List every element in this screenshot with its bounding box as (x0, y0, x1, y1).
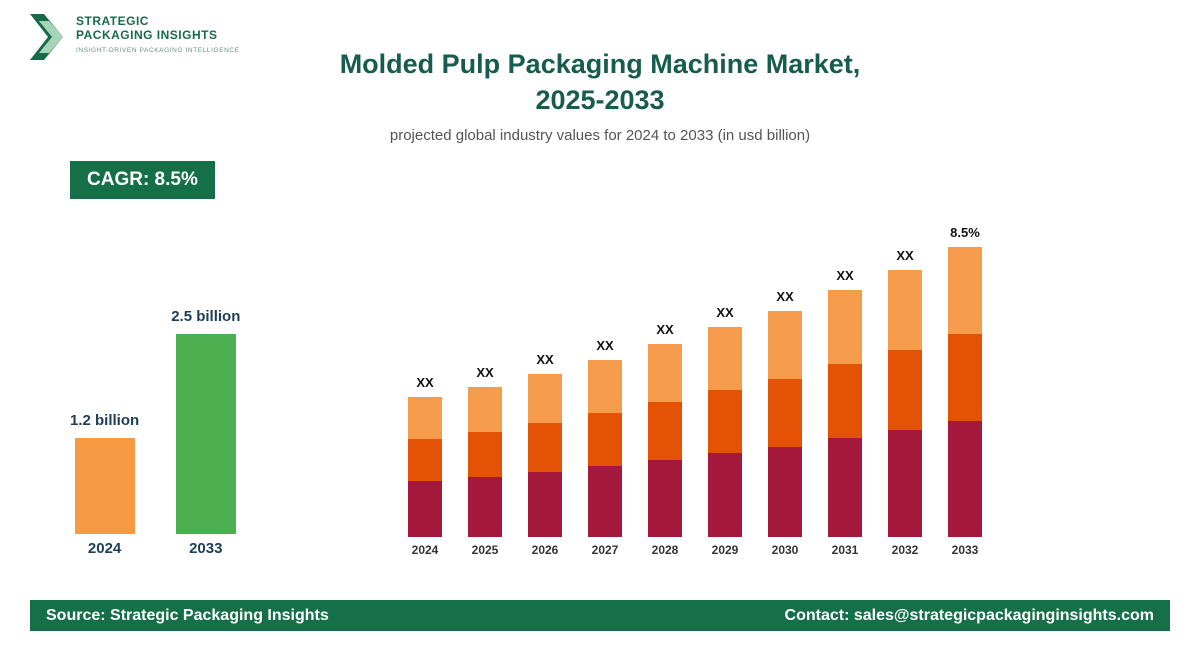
stacked-bar (528, 374, 562, 537)
stacked-bar-chart: XX 2024 XX 2025 XX 2026 XX 2027 XX 2028 XX 2029 XX 20… (408, 225, 982, 557)
bar-segment-top-segment (828, 290, 862, 364)
x-axis-label: 2027 (591, 543, 619, 557)
comparison-chart: 1.2 billion 2024 2.5 billion 2033 (70, 308, 240, 557)
bar (175, 334, 236, 534)
x-axis-label: 2033 (951, 543, 979, 557)
bar-segment-bottom-segment (588, 466, 622, 537)
stacked-bar (948, 247, 982, 537)
stacked-bar-group: 8.5% 2033 (948, 225, 982, 557)
bar-segment-bottom-segment (888, 430, 922, 537)
x-axis-label: 2032 (891, 543, 919, 557)
x-axis-label: 2033 (189, 540, 223, 557)
page-title-line1: Molded Pulp Packaging Machine Market, (339, 49, 861, 79)
bar-segment-middle-segment (888, 350, 922, 430)
bar-top-label: XX (836, 268, 854, 283)
bar-segment-top-segment (888, 270, 922, 350)
x-axis-label: 2031 (831, 543, 859, 557)
bar-top-label: XX (416, 375, 434, 390)
x-axis-label: 2025 (471, 543, 499, 557)
bar-top-label: XX (776, 289, 794, 304)
bar-segment-top-segment (768, 311, 802, 379)
cagr-badge: CAGR: 8.5% (70, 161, 215, 199)
bar-segment-middle-segment (588, 413, 622, 466)
bar-value-label: 1.2 billion (70, 412, 140, 429)
x-axis-label: 2024 (411, 543, 439, 557)
bar-segment-top-segment (528, 374, 562, 423)
bar-top-label: XX (656, 322, 674, 337)
stacked-bar (648, 344, 682, 537)
stacked-bar (708, 327, 742, 537)
chevron-logo-icon (30, 14, 68, 65)
stacked-bar-group: XX 2027 (588, 338, 622, 557)
bar-segment-bottom-segment (768, 447, 802, 537)
bar-segment-middle-segment (408, 439, 442, 481)
bar-top-label: XX (536, 352, 554, 367)
bar-segment-bottom-segment (528, 472, 562, 537)
x-axis-label: 2026 (531, 543, 559, 557)
brand-tagline: INSIGHT-DRIVEN PACKAGING INTELLIGENCE (76, 47, 240, 54)
brand-logo: STRATEGIC PACKAGING INSIGHTS INSIGHT-DRI… (30, 14, 240, 65)
brand-name-line2: PACKAGING INSIGHTS (76, 28, 218, 42)
stacked-bar-group: XX 2031 (828, 268, 862, 557)
header: Molded Pulp Packaging Machine Market, 20… (200, 46, 1000, 144)
stacked-bar-group: XX 2032 (888, 248, 922, 557)
bar-segment-middle-segment (468, 432, 502, 477)
bar-value-label: 2.5 billion (171, 308, 241, 325)
x-axis-label: 2024 (87, 540, 122, 557)
bar-segment-top-segment (588, 360, 622, 413)
bar-top-label: XX (896, 248, 914, 263)
stacked-bar-group: XX 2028 (648, 322, 682, 557)
bar-segment-middle-segment (948, 334, 982, 421)
stacked-bar (828, 290, 862, 537)
stacked-bar (588, 360, 622, 537)
bar-segment-middle-segment (828, 364, 862, 438)
comparison-chart-bars: 1.2 billion 2024 2.5 billion 2033 (70, 308, 240, 557)
stacked-bar-group: XX 2030 (768, 289, 802, 557)
stacked-bar (888, 270, 922, 537)
page-title-line2: 2025-2033 (535, 85, 665, 116)
x-axis-label: 2030 (771, 543, 799, 557)
footer-contact: Contact: sales@strategicpackaginginsight… (784, 606, 1154, 624)
stacked-bar (768, 311, 802, 537)
footer-source: Source: Strategic Packaging Insights (46, 606, 329, 624)
x-axis-label: 2028 (651, 543, 679, 557)
bar-top-label: XX (716, 305, 734, 320)
bar-segment-bottom-segment (708, 453, 742, 537)
bar-segment-top-segment (648, 344, 682, 402)
stacked-bar-group: XX 2025 (468, 365, 502, 557)
comparison-bar-group: 2.5 billion 2033 (171, 308, 240, 557)
stacked-bar-group: XX 2024 (408, 375, 442, 557)
bar-segment-bottom-segment (468, 477, 502, 537)
bar-segment-top-segment (708, 327, 742, 390)
bar (74, 438, 135, 534)
bar-top-label: XX (596, 338, 614, 353)
bar-segment-top-segment (948, 247, 982, 334)
bar-segment-top-segment (468, 387, 502, 432)
bar-top-label: 8.5% (950, 225, 980, 240)
brand-text: STRATEGIC PACKAGING INSIGHTS INSIGHT-DRI… (76, 14, 240, 54)
bar-segment-top-segment (408, 397, 442, 439)
stacked-bar-group: XX 2026 (528, 352, 562, 557)
bar-segment-middle-segment (648, 402, 682, 460)
stacked-bar (408, 397, 442, 537)
comparison-bar-group: 1.2 billion 2024 (70, 412, 139, 557)
stacked-bar (468, 387, 502, 537)
bar-segment-bottom-segment (408, 481, 442, 537)
bar-segment-middle-segment (528, 423, 562, 472)
page-subtitle: projected global industry values for 202… (389, 126, 811, 144)
stacked-bar-group: XX 2029 (708, 305, 742, 557)
brand-name-line1: STRATEGIC (76, 14, 149, 28)
bar-segment-middle-segment (708, 390, 742, 453)
bar-segment-bottom-segment (648, 460, 682, 537)
x-axis-label: 2029 (711, 543, 739, 557)
stacked-bar-chart-bars: XX 2024 XX 2025 XX 2026 XX 2027 XX 2028 XX 2029 XX 20… (408, 225, 982, 557)
bar-top-label: XX (476, 365, 494, 380)
bar-segment-middle-segment (768, 379, 802, 447)
bar-segment-bottom-segment (948, 421, 982, 537)
bar-segment-bottom-segment (828, 438, 862, 537)
footer-bar: Source: Strategic Packaging Insights Con… (30, 600, 1170, 631)
